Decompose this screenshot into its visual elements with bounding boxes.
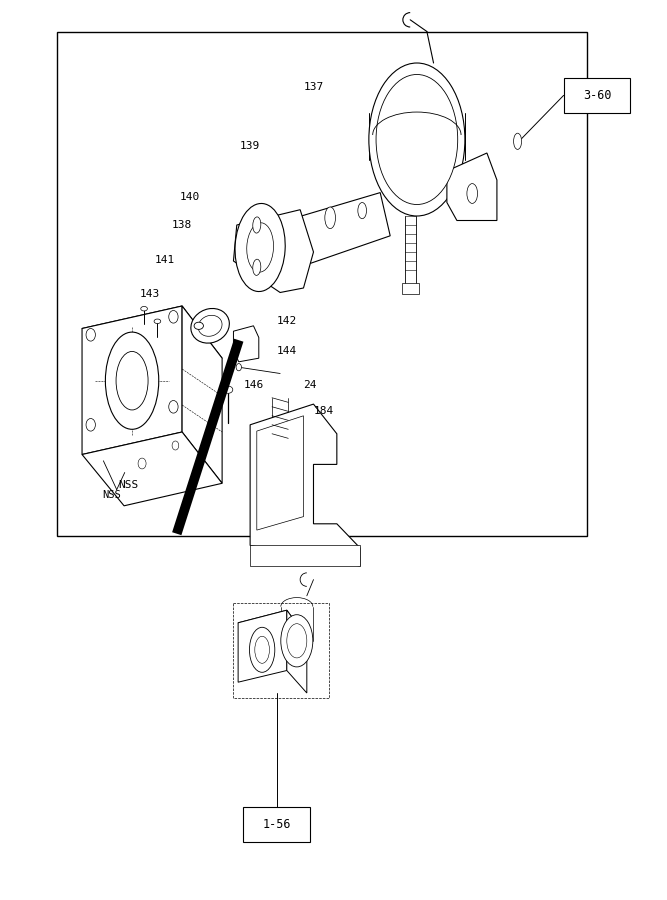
Ellipse shape (223, 386, 233, 393)
Polygon shape (447, 153, 497, 220)
Text: NSS: NSS (103, 490, 121, 500)
Circle shape (138, 458, 146, 469)
Ellipse shape (376, 75, 458, 204)
Ellipse shape (116, 352, 148, 410)
Ellipse shape (514, 133, 522, 149)
Text: 141: 141 (155, 255, 175, 265)
Text: 3-60: 3-60 (583, 89, 611, 102)
Ellipse shape (281, 615, 313, 667)
Ellipse shape (325, 207, 336, 229)
Ellipse shape (253, 259, 261, 275)
Ellipse shape (105, 332, 159, 429)
Circle shape (169, 400, 178, 413)
Polygon shape (82, 306, 182, 454)
Polygon shape (250, 404, 360, 566)
Ellipse shape (154, 319, 161, 323)
Ellipse shape (255, 636, 269, 663)
Bar (402, 284, 419, 294)
Polygon shape (250, 545, 360, 566)
Circle shape (169, 310, 178, 323)
Text: 144: 144 (277, 346, 297, 356)
Bar (57, 32, 587, 536)
Bar (243, 807, 310, 842)
Ellipse shape (358, 202, 367, 219)
Ellipse shape (247, 223, 273, 272)
Ellipse shape (141, 306, 147, 310)
Ellipse shape (235, 203, 285, 292)
Polygon shape (233, 326, 259, 362)
Circle shape (172, 441, 179, 450)
Text: 1-56: 1-56 (263, 818, 291, 831)
Polygon shape (238, 610, 307, 650)
Polygon shape (82, 306, 222, 380)
Polygon shape (233, 210, 313, 292)
Text: 137: 137 (303, 82, 323, 92)
Text: 139: 139 (240, 141, 260, 151)
Circle shape (86, 328, 95, 341)
Polygon shape (280, 193, 390, 265)
Polygon shape (287, 610, 307, 693)
Polygon shape (82, 432, 222, 506)
Ellipse shape (198, 315, 222, 337)
Polygon shape (238, 610, 287, 682)
Ellipse shape (369, 63, 465, 216)
Bar (564, 78, 630, 112)
Text: 24: 24 (303, 380, 317, 390)
Ellipse shape (467, 184, 478, 203)
Polygon shape (182, 306, 222, 483)
Ellipse shape (253, 217, 261, 233)
Ellipse shape (194, 322, 203, 329)
Text: 146: 146 (243, 380, 263, 390)
Text: 138: 138 (172, 220, 192, 230)
Circle shape (236, 364, 241, 371)
Text: 140: 140 (180, 193, 200, 202)
Text: 143: 143 (140, 289, 160, 299)
Ellipse shape (249, 627, 275, 672)
Circle shape (86, 418, 95, 431)
Text: 184: 184 (313, 406, 334, 416)
Polygon shape (257, 416, 303, 530)
Text: NSS: NSS (119, 481, 139, 491)
Text: 142: 142 (277, 316, 297, 326)
Ellipse shape (191, 309, 229, 343)
Ellipse shape (287, 624, 307, 658)
